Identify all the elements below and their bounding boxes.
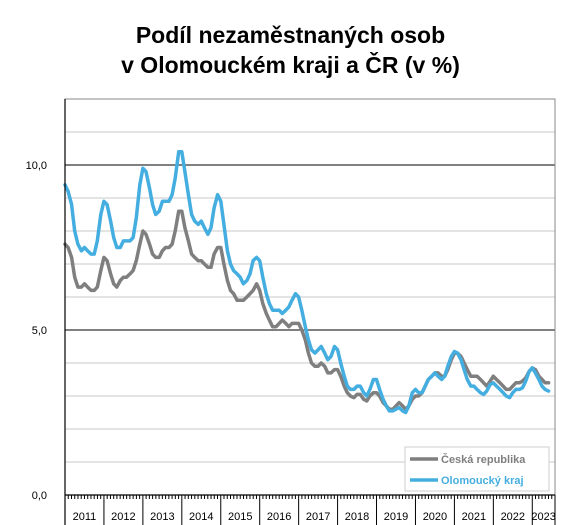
legend-label: Olomoucký kraj	[441, 475, 524, 487]
x-tick-label: 2020	[423, 511, 447, 523]
legend: Česká republika Olomoucký kraj	[404, 446, 550, 492]
y-tick-label: 5,0	[32, 325, 47, 337]
x-tick-label: 2022	[501, 511, 525, 523]
x-tick-label: 2021	[462, 511, 486, 523]
x-tick-label: 2015	[228, 511, 252, 523]
x-tick-label: 2012	[111, 511, 135, 523]
x-tick-label: 2014	[189, 511, 213, 523]
x-tick-label: 2013	[150, 511, 174, 523]
legend-box	[404, 446, 550, 492]
legend-label: Česká republika	[441, 453, 526, 466]
x-tick-label: 2018	[345, 511, 369, 523]
x-tick-label: 2019	[384, 511, 408, 523]
x-tick-label: 2023	[531, 511, 555, 523]
x-tick-label: 2011	[73, 511, 97, 523]
series-layer	[63, 150, 551, 415]
series-line-olomoucky-kraj	[63, 150, 551, 415]
x-tick-label: 2016	[267, 511, 291, 523]
x-axis: 2011 2012 2013 2014 2015 2016 2017 2018 2019 2020…	[64, 99, 556, 525]
series-line-cr	[63, 209, 551, 411]
x-tick-label: 2017	[306, 511, 330, 523]
y-tick-label: 0,0	[32, 490, 47, 502]
chart-title-line-2: v Olomouckém kraji a ČR (v %)	[121, 52, 460, 78]
chart-title-line-1: Podíl nezaměstnaných osob	[135, 22, 446, 48]
y-tick-label: 10,0	[26, 160, 47, 172]
chart-title: Podíl nezaměstnaných osob v Olomouckém k…	[0, 20, 581, 80]
y-axis: 0,0 5,0 10,0	[26, 160, 47, 502]
